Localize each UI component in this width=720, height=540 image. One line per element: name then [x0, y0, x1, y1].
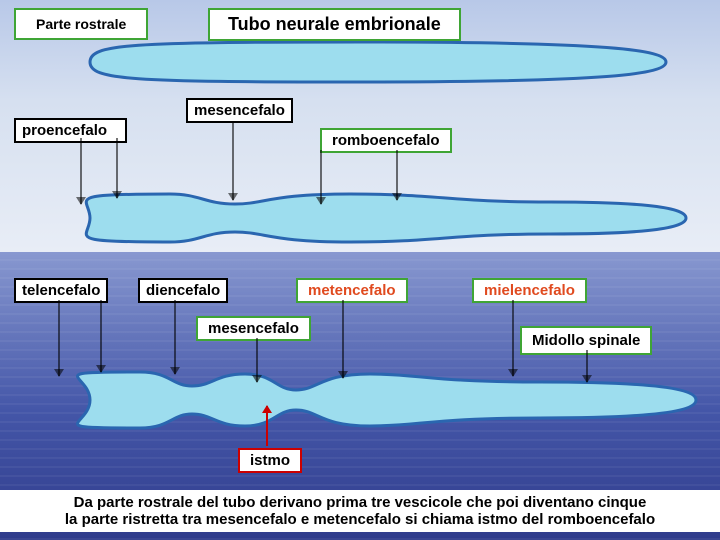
title: Tubo neurale embrionale [208, 8, 461, 41]
arrow-down-7 [174, 300, 176, 374]
diagram-stage: Tubo neurale embrionale Parte rostrale me… [0, 0, 720, 540]
arrow-down-9 [342, 300, 344, 378]
tube-stage-2 [30, 190, 690, 246]
arrow-down-0 [80, 138, 82, 204]
label-romboencefalo: romboencefalo [320, 128, 452, 153]
tube-stage-1 [50, 40, 670, 84]
arrow-down-11 [586, 350, 588, 382]
label-parte-rostrale: Parte rostrale [14, 8, 148, 40]
caption: Da parte rostrale del tubo derivano prim… [0, 490, 720, 532]
label-metencefalo: metencefalo [296, 278, 408, 303]
arrow-down-5 [58, 300, 60, 376]
label-istmo: istmo [238, 448, 302, 473]
arrow-down-3 [320, 150, 322, 204]
caption-line: Da parte rostrale del tubo derivano prim… [8, 494, 712, 511]
caption-line: la parte ristretta tra mesencefalo e met… [8, 511, 712, 528]
arrow-down-2 [232, 122, 234, 200]
label-mielencefalo: mielencefalo [472, 278, 587, 303]
arrow-up-istmo [266, 406, 268, 446]
arrow-down-4 [396, 150, 398, 200]
arrow-down-6 [100, 300, 102, 372]
label-proencefalo: proencefalo [14, 118, 127, 143]
label-diencefalo: diencefalo [138, 278, 228, 303]
arrow-down-1 [116, 138, 118, 198]
arrow-down-8 [256, 338, 258, 382]
label-mesencefalo-1: mesencefalo [186, 98, 293, 123]
label-telencefalo: telencefalo [14, 278, 108, 303]
arrow-down-10 [512, 300, 514, 376]
label-mesencefalo-2: mesencefalo [196, 316, 311, 341]
tube-stage-3 [20, 368, 700, 432]
